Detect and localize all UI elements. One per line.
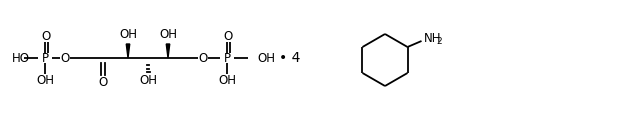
Text: 2: 2 — [436, 36, 442, 45]
Text: O: O — [42, 30, 51, 42]
Text: OH: OH — [139, 75, 157, 87]
Text: OH: OH — [36, 75, 54, 87]
Polygon shape — [166, 44, 170, 58]
Text: O: O — [198, 51, 207, 65]
Text: O: O — [60, 51, 70, 65]
Text: OH: OH — [257, 51, 275, 65]
Text: OH: OH — [159, 29, 177, 42]
Text: P: P — [223, 51, 230, 65]
Text: O: O — [223, 30, 232, 42]
Text: HO: HO — [12, 51, 30, 65]
Text: OH: OH — [218, 75, 236, 87]
Text: NH: NH — [424, 33, 441, 45]
Text: • 4: • 4 — [279, 51, 301, 65]
Polygon shape — [126, 44, 130, 58]
Text: P: P — [42, 51, 49, 65]
Text: OH: OH — [119, 29, 137, 42]
Text: O: O — [99, 77, 108, 90]
